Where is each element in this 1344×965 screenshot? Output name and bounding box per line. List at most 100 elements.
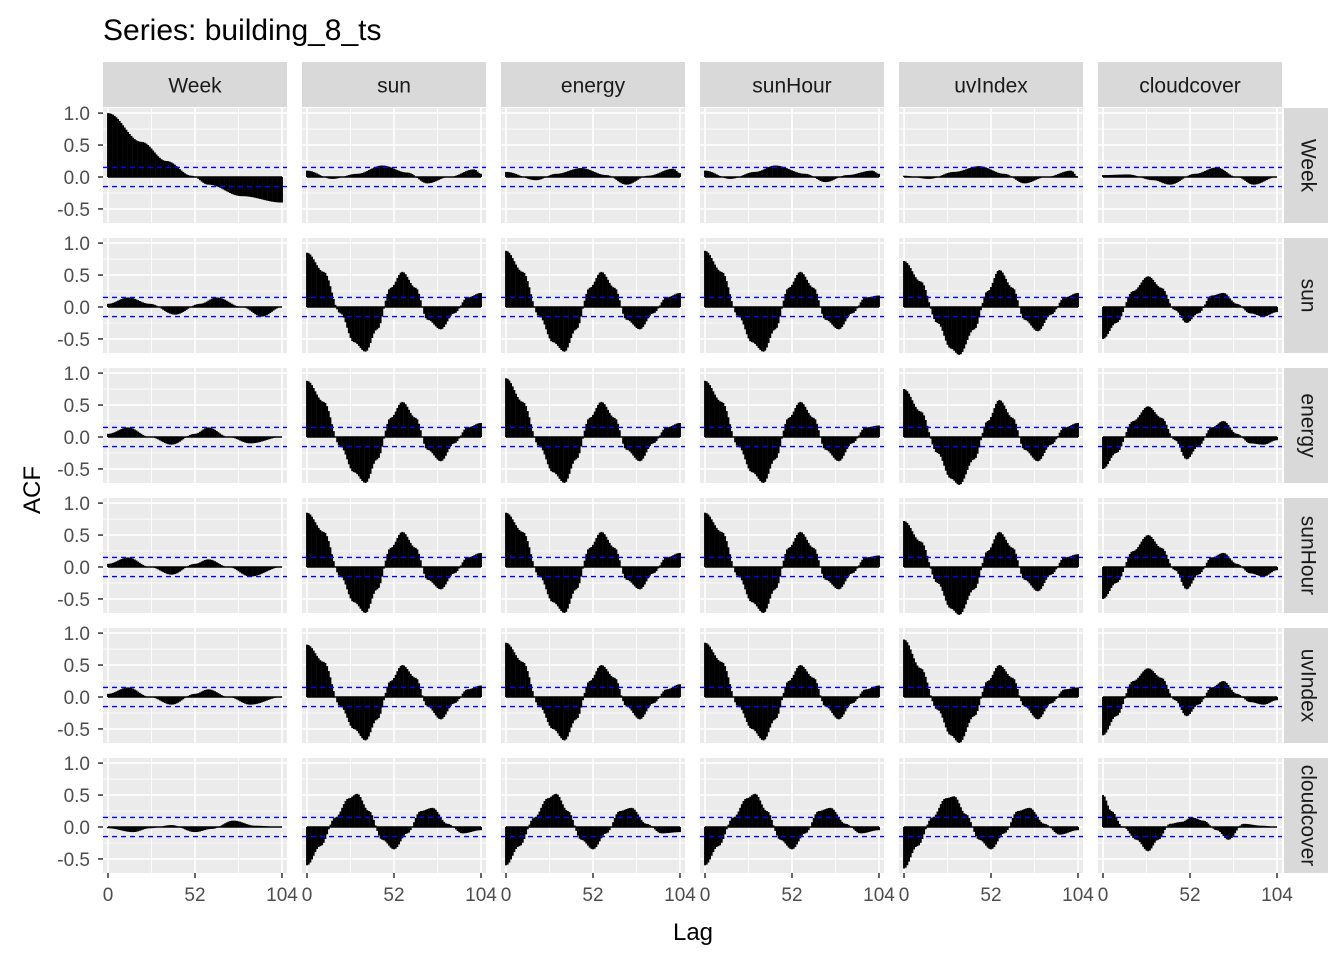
row-strip-sunHour <box>1284 498 1328 613</box>
chart-title: Series: building_8_ts <box>103 14 382 47</box>
acf-panel-sunHour-sun <box>302 498 486 613</box>
x-tick-label: 52 <box>383 885 404 906</box>
acf-panel-Week-energy <box>501 108 685 223</box>
acf-panel-energy-Week <box>103 368 287 483</box>
acf-panel-sunHour-Week <box>103 498 287 613</box>
acf-panel-Week-uvIndex <box>899 108 1083 223</box>
acf-panel-sun-sunHour <box>700 238 884 353</box>
y-tick-label: -0.5 <box>57 720 90 741</box>
col-strip-sun <box>302 62 486 107</box>
acf-panel-uvIndex-Week <box>103 628 287 743</box>
x-tick-label: 104 <box>863 885 895 906</box>
x-tick-label: 104 <box>465 885 497 906</box>
row-strip-label-sunHour: sunHour <box>1296 516 1319 595</box>
acf-panel-energy-cloudcover <box>1098 368 1282 483</box>
acf-panel-energy-sun <box>302 368 486 483</box>
row-strip-label-uvIndex: uvIndex <box>1296 649 1319 723</box>
x-tick-label: 104 <box>1261 885 1293 906</box>
acf-panel-sun-Week <box>103 238 287 353</box>
acf-panel-uvIndex-uvIndex <box>899 628 1083 743</box>
acf-panel-uvIndex-sunHour <box>700 628 884 743</box>
row-strip-Week <box>1284 108 1328 223</box>
y-tick-label: 0.0 <box>64 298 90 319</box>
y-tick-label: -0.5 <box>57 850 90 871</box>
acf-panel-sun-energy <box>501 238 685 353</box>
y-tick-label: -0.5 <box>57 330 90 351</box>
col-strip-label-uvIndex: uvIndex <box>954 75 1028 98</box>
acf-panel-sunHour-energy <box>501 498 685 613</box>
col-strip-Week <box>103 62 287 107</box>
x-tick-label: 52 <box>781 885 802 906</box>
acf-panel-cloudcover-sunHour <box>700 758 884 873</box>
y-tick-label: 0.0 <box>64 688 90 709</box>
acf-panel-uvIndex-cloudcover <box>1098 628 1282 743</box>
acf-panel-sunHour-sunHour <box>700 498 884 613</box>
x-tick-label: 52 <box>980 885 1001 906</box>
acf-panel-cloudcover-Week <box>103 758 287 873</box>
y-tick-label: -0.5 <box>57 200 90 221</box>
x-tick-label: 0 <box>501 885 512 906</box>
y-tick-label: 1.0 <box>64 754 90 775</box>
x-tick-label: 52 <box>582 885 603 906</box>
x-tick-label: 52 <box>1179 885 1200 906</box>
col-strip-cloudcover <box>1098 62 1282 107</box>
acf-panel-Week-sun <box>302 108 486 223</box>
acf-panel-cloudcover-energy <box>501 758 685 873</box>
acf-panel-energy-uvIndex <box>899 368 1083 485</box>
acf-panel-Week-sunHour <box>700 108 884 223</box>
row-strip-sun <box>1284 238 1328 353</box>
acf-panel-energy-sunHour <box>700 368 884 483</box>
y-tick-label: -0.5 <box>57 590 90 611</box>
y-tick-label: 0.0 <box>64 428 90 449</box>
x-tick-label: 104 <box>664 885 696 906</box>
panels-layer: Week sun energy sunHour uvIndex cloudcover Wee… <box>57 62 1328 906</box>
row-strip-uvIndex <box>1284 628 1328 743</box>
x-tick-label: 0 <box>302 885 313 906</box>
y-tick-label: 0.5 <box>64 786 90 807</box>
col-strip-label-energy: energy <box>561 75 626 98</box>
y-axis-label: ACF <box>19 466 46 514</box>
acf-panel-uvIndex-sun <box>302 628 486 743</box>
col-strip-label-Week: Week <box>168 75 222 98</box>
acf-panel-sun-cloudcover <box>1098 238 1282 353</box>
row-strip-cloudcover <box>1284 758 1328 873</box>
acf-panel-energy-energy <box>501 368 685 483</box>
acf-panel-sunHour-cloudcover <box>1098 498 1282 613</box>
row-strip-label-energy: energy <box>1296 393 1319 458</box>
acf-panel-Week-cloudcover <box>1098 108 1282 223</box>
y-tick-label: 0.5 <box>64 396 90 417</box>
col-strip-label-sun: sun <box>377 75 411 98</box>
x-tick-label: 0 <box>103 885 114 906</box>
x-tick-label: 0 <box>1098 885 1109 906</box>
row-strip-label-sun: sun <box>1296 279 1319 313</box>
col-strip-energy <box>501 62 685 107</box>
y-tick-label: 0.5 <box>64 526 90 547</box>
acf-panel-cloudcover-uvIndex <box>899 758 1083 873</box>
acf-panel-uvIndex-energy <box>501 628 685 743</box>
y-tick-label: 0.0 <box>64 818 90 839</box>
row-strip-label-cloudcover: cloudcover <box>1296 765 1319 867</box>
y-tick-label: 0.0 <box>64 168 90 189</box>
col-strip-sunHour <box>700 62 884 107</box>
acf-panel-sun-sun <box>302 238 486 353</box>
x-tick-label: 104 <box>1062 885 1094 906</box>
y-tick-label: 1.0 <box>64 494 90 515</box>
y-tick-label: 0.5 <box>64 656 90 677</box>
acf-panel-cloudcover-cloudcover <box>1098 758 1282 873</box>
acf-panel-sunHour-uvIndex <box>899 498 1083 615</box>
x-axis-label: Lag <box>673 919 713 946</box>
y-tick-label: -0.5 <box>57 460 90 481</box>
y-tick-label: 1.0 <box>64 104 90 125</box>
y-tick-label: 0.5 <box>64 266 90 287</box>
acf-panel-Week-Week <box>103 108 287 223</box>
y-tick-label: 1.0 <box>64 234 90 255</box>
col-strip-uvIndex <box>899 62 1083 107</box>
col-strip-label-sunHour: sunHour <box>752 75 831 98</box>
x-tick-label: 0 <box>700 885 711 906</box>
row-strip-label-Week: Week <box>1296 139 1319 193</box>
y-tick-label: 0.0 <box>64 558 90 579</box>
acf-panel-cloudcover-sun <box>302 758 486 873</box>
x-tick-label: 52 <box>184 885 205 906</box>
